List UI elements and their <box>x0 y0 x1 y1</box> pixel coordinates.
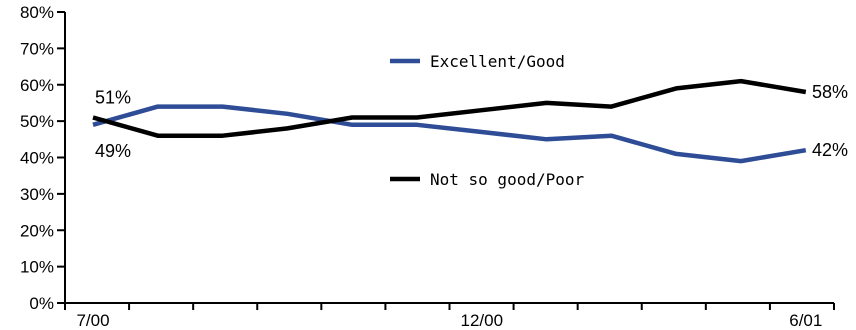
y-tick-label: 60% <box>20 76 54 95</box>
start-label-0: 49% <box>95 141 131 161</box>
y-tick-label: 40% <box>20 149 54 168</box>
x-tick-label: 6/01 <box>789 311 822 330</box>
y-tick-label: 50% <box>20 112 54 131</box>
series-lines <box>92 78 807 164</box>
y-tick-label: 30% <box>20 185 54 204</box>
x-axis: 7/00 12/00 6/01 <box>64 302 835 330</box>
end-label-0: 42% <box>812 140 848 160</box>
series-line-0 <box>92 104 807 164</box>
series-line-1 <box>92 78 807 138</box>
y-tick-label: 80% <box>20 3 54 22</box>
y-tick-label: 20% <box>20 221 54 240</box>
y-tick-label: 10% <box>20 258 54 277</box>
data-labels: 49% 42% 51% 58% <box>95 82 848 161</box>
legend: Excellent/Good Not so good/Poor <box>390 52 584 189</box>
x-tick-label: 7/00 <box>76 311 109 330</box>
legend-label-0: Excellent/Good <box>430 52 565 71</box>
y-tick-label: 70% <box>20 39 54 58</box>
y-tick-label: 0% <box>29 294 54 313</box>
legend-label-1: Not so good/Poor <box>430 170 584 189</box>
x-tick-label: 12/00 <box>461 311 504 330</box>
end-label-1: 58% <box>812 82 848 102</box>
y-axis: 0% 10% 20% 30% 40% 50% 60% 70% 80% <box>20 3 66 313</box>
start-label-1: 51% <box>95 87 131 107</box>
